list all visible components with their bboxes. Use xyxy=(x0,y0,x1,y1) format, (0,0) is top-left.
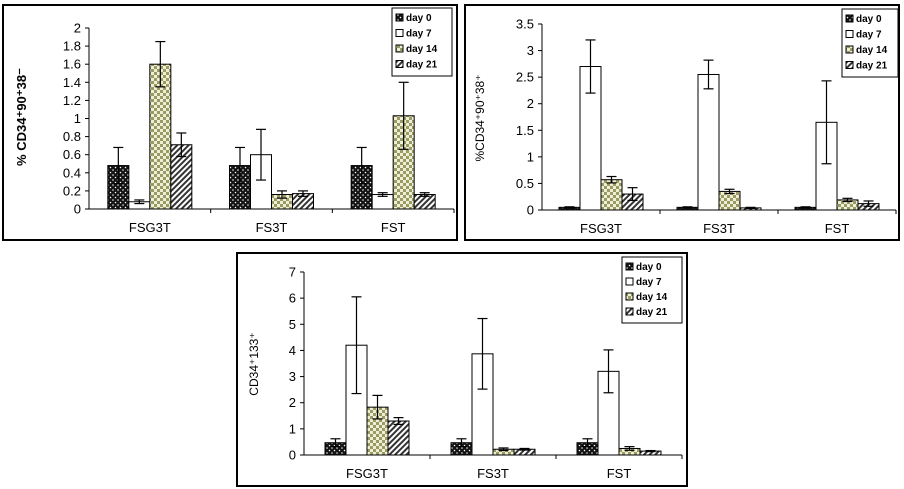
y-tick-label: 0.2 xyxy=(63,183,81,198)
chart-panel-cd34-90-38-neg: % CD34⁺90⁺38⁻ 0 0.2 0.4 0.6 0.8 1 1.2 1.4 1.6 1.8 2… xyxy=(2,4,458,241)
legend-label: day 0 xyxy=(406,13,432,24)
chart-svg: % CD34⁺90⁺38⁻ 0 0.2 0.4 0.6 0.8 1 1.2 1.4 1.6 1.8 2… xyxy=(14,7,455,235)
legend-label: day 21 xyxy=(636,307,668,318)
y-tick-label: 3 xyxy=(527,43,534,58)
category-label: FS3T xyxy=(256,220,288,235)
legend-swatch xyxy=(845,30,854,38)
chart-panel-cd34-90-38-pos: %CD34⁺90⁺38⁺ 0 0.5 1 1.5 2 2.5 3 3.5 FSG3T FS3T FST… xyxy=(464,4,900,241)
legend-swatch xyxy=(395,60,404,68)
legend-label: day 7 xyxy=(636,277,662,288)
y-axis-label: % CD34⁺90⁺38⁻ xyxy=(14,68,29,166)
y-axis-label: CD34⁺133⁺ xyxy=(247,332,261,395)
legend-label: day 7 xyxy=(406,29,432,40)
bar xyxy=(697,73,720,211)
y-tick-label: 1 xyxy=(74,111,81,126)
y-tick-label: 1.2 xyxy=(63,93,81,108)
y-tick-label: 2 xyxy=(289,395,296,410)
category-label: FST xyxy=(825,221,850,236)
category-label: FSG3T xyxy=(129,220,171,235)
legend-label: day 0 xyxy=(856,14,882,25)
legend-label: day 21 xyxy=(856,61,888,72)
legend: day 0 day 7 day 14 day 21 xyxy=(621,256,683,324)
category-label: FST xyxy=(607,466,632,481)
bar xyxy=(718,190,741,211)
y-tick-label: 3.5 xyxy=(516,17,534,32)
legend-swatch xyxy=(395,44,404,53)
y-tick-label: 0 xyxy=(527,203,534,218)
y-tick-label: 2 xyxy=(74,21,81,36)
y-tick-label: 7 xyxy=(289,265,296,280)
legend-label: day 14 xyxy=(406,44,438,55)
legend: day 0 day 7 day 14 day 21 xyxy=(841,8,898,78)
y-tick-label: 1.4 xyxy=(63,75,81,90)
y-tick-label: 3 xyxy=(289,369,296,384)
y-tick-label: 1 xyxy=(527,149,534,164)
legend-swatch xyxy=(845,61,854,69)
y-tick-label: 0.8 xyxy=(63,129,81,144)
legend-label: day 7 xyxy=(856,30,882,41)
y-tick-label: 1.6 xyxy=(63,57,81,72)
y-tick-label: 1.5 xyxy=(516,123,534,138)
y-axis-label: %CD34⁺90⁺38⁺ xyxy=(473,74,487,161)
category-label: FS3T xyxy=(703,221,735,236)
y-tick-label: 2 xyxy=(527,96,534,111)
legend-swatch xyxy=(395,13,404,22)
category-label: FS3T xyxy=(477,466,509,481)
legend-label: day 0 xyxy=(636,262,662,273)
category-label: FST xyxy=(381,220,406,235)
y-tick-label: 0.5 xyxy=(516,176,534,191)
category-label: FSG3T xyxy=(346,466,388,481)
y-tick-label: 6 xyxy=(289,291,296,306)
legend-swatch xyxy=(625,307,634,316)
legend: day 0 day 7 day 14 day 21 xyxy=(391,7,453,77)
y-tick-label: 0.6 xyxy=(63,147,81,162)
y-tick-label: 2.5 xyxy=(516,70,534,85)
legend-swatch xyxy=(625,262,634,271)
legend-swatch xyxy=(845,45,854,54)
category-label: FSG3T xyxy=(580,221,622,236)
y-tick-label: 0.4 xyxy=(63,165,81,180)
legend-label: day 14 xyxy=(636,292,668,303)
legend-swatch xyxy=(845,14,854,23)
y-tick-label: 1 xyxy=(289,421,296,436)
legend-swatch xyxy=(625,277,634,286)
y-tick-label: 0 xyxy=(289,448,296,463)
y-tick-label: 5 xyxy=(289,317,296,332)
legend-label: day 14 xyxy=(856,45,888,56)
legend-label: day 21 xyxy=(406,60,438,71)
y-tick-label: 1.8 xyxy=(63,39,81,54)
y-tick-label: 0 xyxy=(74,202,81,217)
legend-swatch xyxy=(625,292,634,301)
legend-swatch xyxy=(395,29,404,37)
y-tick-label: 4 xyxy=(289,343,296,358)
chart-svg: %CD34⁺90⁺38⁺ 0 0.5 1 1.5 2 2.5 3 3.5 FSG3T FS3T FST… xyxy=(473,8,898,236)
bar xyxy=(600,179,623,211)
bar xyxy=(387,420,410,456)
